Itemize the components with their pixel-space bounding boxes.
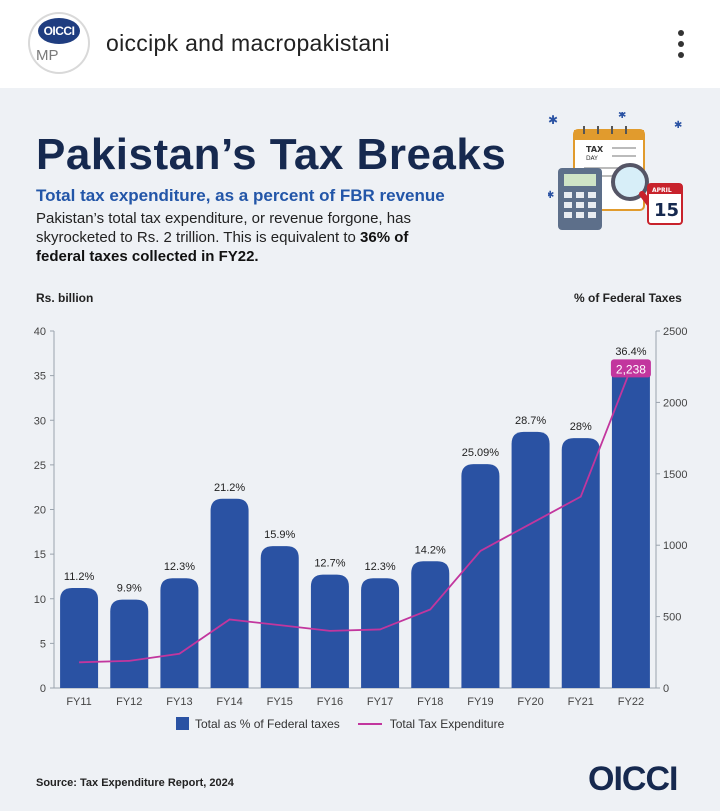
bar-data-label: 12.3% (164, 561, 195, 573)
tax-illustration-icon: ✱ ✱ ✱ ✱ TAX DAY APRIL 15 (548, 112, 683, 230)
callout-badge (610, 359, 651, 378)
svg-text:✱: ✱ (548, 113, 558, 127)
left-axis-tick-label: 35 (34, 371, 46, 383)
legend-line-swatch (357, 722, 382, 725)
callout-label: 2,238 (616, 362, 646, 376)
bar (461, 464, 500, 688)
right-axis-tick-label: 1500 (663, 469, 687, 481)
bar (260, 546, 299, 688)
bar-data-label: 14.2% (415, 544, 446, 556)
bar-data-label: 12.3% (364, 561, 395, 573)
account-avatar[interactable]: OICCI MP (30, 14, 88, 72)
bar (160, 578, 199, 688)
post-header: OICCI MP oiccipk and macropakistani (0, 0, 720, 88)
bar-data-label: 9.9% (117, 583, 142, 595)
post-account-names[interactable]: oiccipk and macropakistani (106, 30, 390, 56)
x-axis-tick-label: FY17 (367, 696, 393, 708)
macropakistani-logo-icon: MP (36, 47, 59, 64)
svg-text:✱: ✱ (618, 112, 626, 121)
x-axis-tick-label: FY11 (66, 696, 91, 708)
x-axis-tick-label: FY13 (166, 696, 192, 708)
more-options-icon[interactable] (676, 30, 686, 60)
x-axis-tick-label: FY19 (467, 696, 493, 708)
x-axis-tick-label: FY16 (317, 696, 343, 708)
bar (411, 561, 450, 688)
left-axis-tick-label: 20 (34, 505, 46, 517)
left-axis-tick-label: 25 (34, 460, 46, 472)
description-bold-text: 36% of federal taxes collected in FY22. (36, 229, 409, 265)
right-axis-tick-label: 2000 (663, 397, 687, 409)
bar-data-label: 28.7% (515, 415, 546, 427)
bar (511, 431, 550, 688)
infographic-headline: Pakistan’s Tax Breaks (36, 130, 507, 179)
x-axis-tick-label: FY14 (216, 696, 242, 708)
x-axis-tick-label: FY12 (116, 696, 142, 708)
left-axis-tick-label: 10 (34, 594, 46, 606)
legend-bar-swatch (176, 717, 189, 731)
x-axis-tick-label: FY21 (568, 696, 594, 708)
tax-expenditure-line (79, 368, 632, 664)
bar (110, 599, 149, 688)
chart-legend: Total as % of Federal taxes Total Tax Exp… (176, 716, 504, 731)
bar-data-label: 11.2% (64, 571, 95, 583)
right-axis-title: % of Federal Taxes (574, 291, 682, 305)
illustration-month: APRIL (652, 187, 672, 194)
bar-data-label: 12.7% (314, 558, 345, 570)
legend-line-label: Total Tax Expenditure (389, 716, 505, 731)
left-axis-tick-label: 0 (40, 683, 46, 695)
infographic-subtitle: Total tax expenditure, as a percent of F… (36, 186, 445, 205)
bar (60, 588, 99, 688)
left-axis-tick-label: 30 (34, 415, 46, 427)
svg-text:✱: ✱ (548, 190, 554, 201)
bar-data-label: 25.09% (462, 447, 500, 459)
illustration-day: 15 (654, 200, 679, 221)
right-axis-tick-label: 1000 (663, 540, 687, 552)
illustration-label1: TAX (586, 145, 604, 154)
right-axis-tick-label: 500 (663, 612, 681, 624)
left-axis-tick-label: 5 (40, 638, 46, 650)
oicci-logo-icon: OICCI (38, 18, 80, 44)
illustration-label2: DAY (586, 155, 598, 162)
left-axis-tick-label: 15 (34, 549, 46, 561)
bar-data-label: 21.2% (214, 482, 245, 494)
x-axis-tick-label: FY18 (417, 696, 443, 708)
tax-breaks-chart: 0 5 10 15 20 25 30 35 40 0 500 1000 1500 2000 2500 11.2… (34, 326, 688, 708)
left-axis-tick-label: 40 (34, 326, 46, 338)
post-image: Pakistan’s Tax Breaks Total tax expendit… (0, 88, 720, 811)
bar-data-label: 28% (570, 421, 592, 433)
infographic-description: Pakistan’s total tax expenditure, or rev… (36, 209, 436, 266)
x-axis-tick-label: FY20 (517, 696, 543, 708)
bar (561, 438, 600, 688)
x-axis-tick-label: FY22 (618, 696, 644, 708)
description-text: Pakistan’s total tax expenditure, or rev… (36, 210, 411, 246)
bar (210, 498, 249, 688)
bar (611, 363, 650, 688)
bar-data-label: 15.9% (264, 529, 295, 541)
x-axis-tick-label: FY15 (267, 696, 293, 708)
bar (361, 578, 400, 688)
oicci-footer-logo: OICCI (588, 760, 678, 798)
bar-data-label: 36.4% (615, 346, 646, 358)
svg-text:✱: ✱ (674, 120, 682, 131)
source-note: Source: Tax Expenditure Report, 2024 (36, 777, 234, 789)
right-axis-tick-label: 0 (663, 683, 669, 695)
right-axis-tick-label: 2500 (663, 326, 687, 338)
legend-bar-label: Total as % of Federal taxes (195, 716, 340, 731)
left-axis-title: Rs. billion (36, 291, 94, 305)
